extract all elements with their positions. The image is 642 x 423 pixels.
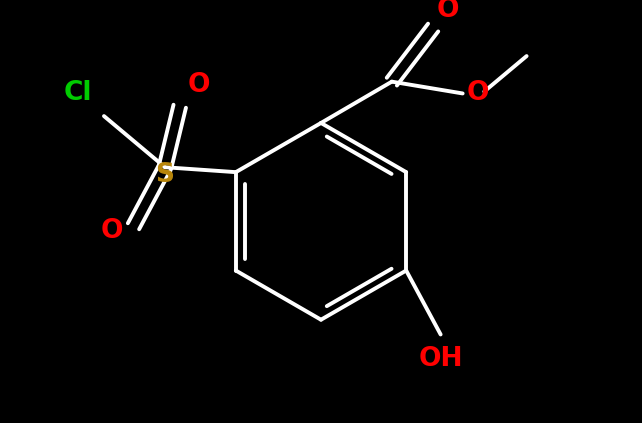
Text: S: S [155, 162, 175, 188]
Text: O: O [101, 218, 123, 244]
Text: Cl: Cl [64, 80, 92, 106]
Text: OH: OH [419, 346, 463, 372]
Text: O: O [437, 0, 460, 22]
Text: O: O [187, 72, 210, 99]
Text: O: O [467, 80, 489, 107]
